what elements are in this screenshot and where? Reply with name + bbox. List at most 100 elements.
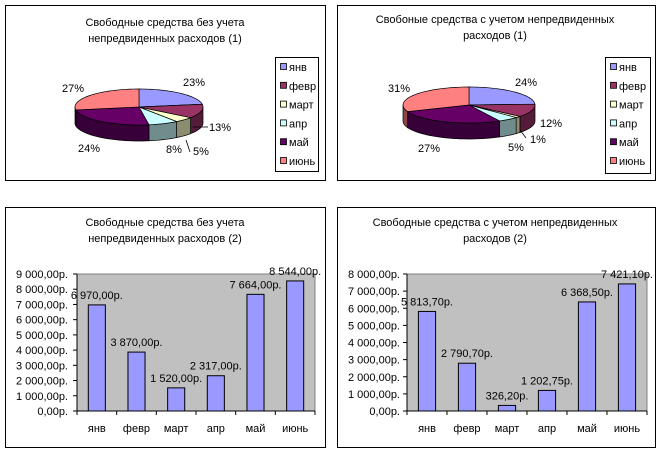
legend-swatch — [280, 119, 287, 127]
bar-data-label: 7 664,00р. — [230, 279, 282, 291]
legend-swatch — [280, 157, 287, 164]
legend-item: февр — [289, 81, 316, 93]
legend-swatch — [610, 100, 617, 108]
y-tick-label: 7 000,00р. — [348, 286, 400, 298]
y-tick-label: 4 000,00р. — [348, 338, 400, 350]
pie-data-label: 5% — [193, 146, 209, 158]
y-tick-label: 6 000,00р. — [16, 315, 68, 327]
x-tick-label: март — [495, 423, 520, 435]
legend-swatch — [610, 119, 617, 127]
y-tick-label: 8 000,00р. — [348, 269, 400, 281]
bar-апр — [206, 375, 225, 412]
bar-янв — [417, 310, 437, 412]
y-tick-label: 0,00р. — [369, 406, 400, 418]
legend-swatch — [280, 63, 287, 70]
y-tick-label: 5 000,00р. — [348, 320, 400, 332]
legend-item: янв — [619, 62, 637, 74]
bar-data-label: 5 813,70р. — [401, 296, 453, 308]
legend-swatch — [610, 157, 617, 164]
legend-item: май — [289, 137, 309, 149]
chart-title: расходов (2) — [463, 233, 527, 245]
bar-март — [167, 387, 186, 412]
legend-item: июнь — [289, 156, 315, 168]
pie-chart: Свобоные средства с учетом непредвиденны… — [337, 5, 656, 181]
pie-slice-апр — [138, 106, 178, 126]
bar-июнь — [617, 283, 637, 412]
pie-slice-июнь — [402, 86, 470, 113]
x-tick-label: февр — [453, 423, 480, 435]
pie-data-label: 8% — [166, 144, 182, 156]
y-tick-label: 2 000,00р. — [348, 372, 400, 384]
bar-data-label: 2 317,00р. — [190, 361, 242, 373]
bar-data-label: 7 421,10р. — [601, 269, 653, 281]
legend-item: апр — [289, 118, 307, 130]
pie-data-label: 31% — [388, 83, 410, 95]
chart-title: Свободные средства с учетом непредвиденн… — [373, 217, 618, 229]
bar-data-label: 1 520,00р. — [150, 373, 202, 385]
bar-chart: Свободные средства с учетом непредвиденн… — [337, 207, 656, 448]
pie-slice-февр — [138, 103, 204, 119]
y-tick-label: 8 000,00р. — [16, 284, 68, 296]
legend-item: март — [289, 100, 314, 112]
x-tick-label: апр — [538, 423, 556, 435]
leader-line — [519, 129, 527, 139]
pie-slice-март — [138, 106, 192, 122]
pie-slice-апр — [468, 104, 518, 122]
pie-sides — [402, 104, 536, 140]
chart-title: Свобоные средства с учетом непредвиденны… — [376, 14, 615, 26]
bar-май — [246, 293, 265, 412]
x-tick-label: май — [577, 423, 597, 435]
y-tick-label: 1 000,00р. — [16, 391, 68, 403]
bar-data-label: 3 870,00р. — [111, 337, 163, 349]
y-tick-label: 7 000,00р. — [16, 299, 68, 311]
x-tick-label: янв — [418, 423, 436, 435]
pie-data-label: 13% — [209, 122, 231, 134]
pie-data-label: 24% — [515, 77, 537, 89]
bar-data-label: 8 544,00р. — [269, 266, 321, 278]
legend-item: март — [619, 100, 644, 112]
y-tick-label: 6 000,00р. — [348, 303, 400, 315]
legend: янв февр март апр май июнь — [605, 57, 651, 174]
legend-swatch — [280, 81, 287, 89]
x-tick-label: июнь — [282, 423, 308, 435]
pie-data-label: 23% — [183, 77, 205, 89]
bar-data-label: 6 970,00р. — [71, 290, 123, 302]
pie-chart: Свободные средства без учета непредвиденн… — [5, 5, 326, 181]
bar-data-label: 6 368,50р. — [561, 287, 613, 299]
bar-май — [577, 301, 597, 412]
pie-slice-февр — [468, 103, 536, 117]
legend-item: май — [619, 137, 639, 149]
x-tick-label: апр — [207, 423, 225, 435]
y-tick-label: 9 000,00р. — [16, 269, 68, 281]
bar-янв — [87, 304, 106, 412]
legend-box — [605, 57, 651, 174]
y-tick-label: 4 000,00р. — [16, 345, 68, 357]
x-tick-label: май — [246, 423, 266, 435]
pie-data-label: 12% — [540, 118, 562, 130]
legend: янв февр март апр май июнь — [275, 57, 319, 172]
bar-март — [497, 404, 517, 412]
chart-title: Свободные средства без учета — [85, 17, 245, 29]
x-tick-label: март — [164, 423, 189, 435]
legend-swatch — [280, 100, 287, 108]
pie-slice-июнь — [74, 88, 140, 111]
pie-data-label: 5% — [508, 142, 524, 154]
bar-chart: Свободные средства без учета непредвиденн… — [5, 207, 326, 448]
chart-title: расходов (1) — [463, 30, 527, 42]
pie-data-label: 24% — [78, 143, 100, 155]
legend-swatch — [280, 138, 287, 146]
y-tick-label: 3 000,00р. — [16, 360, 68, 372]
chart-title: непредвиденных расходов (2) — [88, 233, 242, 245]
x-tick-label: янв — [88, 423, 106, 435]
leader-line — [185, 139, 191, 153]
pie-slice-янв — [138, 88, 203, 108]
chart-title: непредвиденных расходов (1) — [88, 33, 242, 45]
pie-slice-side — [515, 115, 521, 135]
bar-июнь — [286, 280, 305, 412]
y-tick-label: 5 000,00р. — [16, 330, 68, 342]
pie-data-label: 27% — [418, 143, 440, 155]
legend-item: янв — [289, 62, 307, 74]
bar-февр — [127, 351, 146, 412]
bar-data-label: 326,20р. — [486, 390, 529, 402]
